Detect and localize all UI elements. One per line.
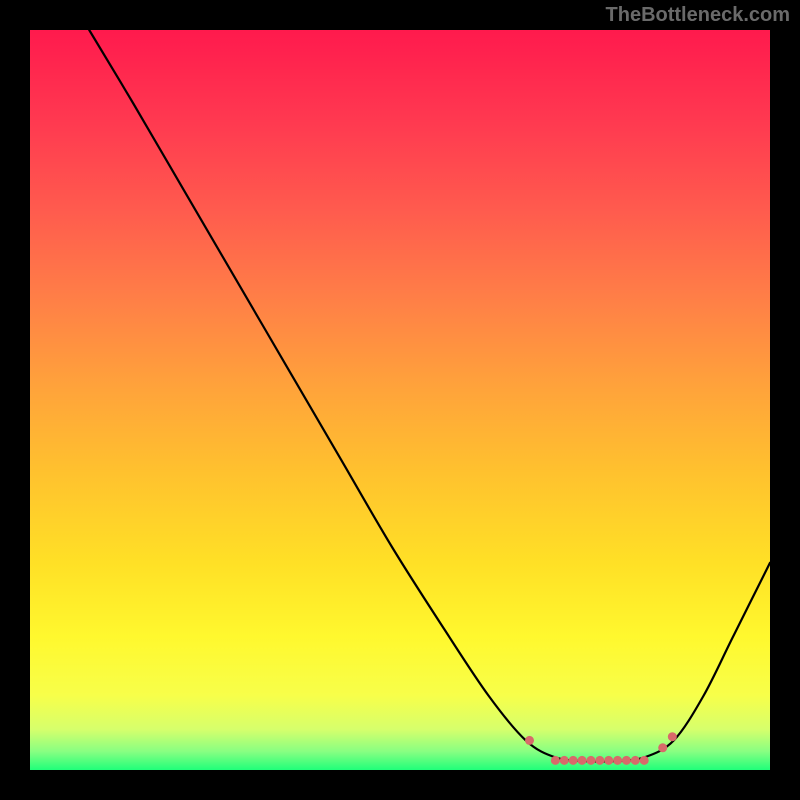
chart-container: { "canvas": { "width": 800, "height": 80… xyxy=(0,0,800,800)
plot-background xyxy=(30,30,770,770)
bottleneck-chart xyxy=(0,0,800,800)
watermark: TheBottleneck.com xyxy=(606,4,790,27)
